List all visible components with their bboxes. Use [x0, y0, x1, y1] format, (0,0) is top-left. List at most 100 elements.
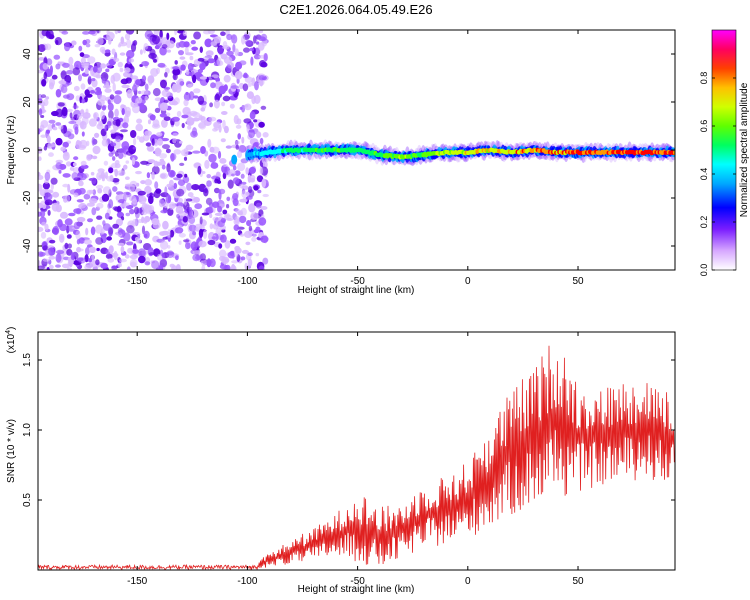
- noise-speckle: [246, 220, 252, 227]
- noise-speckle: [172, 66, 180, 70]
- noise-speckle: [247, 82, 252, 87]
- noise-speckle: [86, 189, 93, 195]
- noise-speckle: [90, 171, 95, 176]
- noise-speckle: [151, 138, 155, 146]
- noise-speckle: [218, 188, 226, 195]
- noise-speckle: [171, 116, 180, 122]
- noise-speckle: [48, 247, 55, 256]
- noise-speckle: [210, 162, 219, 169]
- noise-speckle: [131, 157, 136, 166]
- spectrogram-axes: -150 -100 -50 0 50 -40 -20 0 20 40: [22, 30, 675, 287]
- noise-speckle: [215, 77, 221, 83]
- noise-speckle: [211, 146, 220, 154]
- noise-speckle: [119, 67, 124, 73]
- noise-speckle: [52, 191, 60, 198]
- noise-speckle: [106, 62, 113, 69]
- noise-speckle: [161, 44, 168, 49]
- noise-speckle: [163, 116, 171, 121]
- noise-speckle: [260, 33, 268, 42]
- noise-speckle: [78, 141, 83, 145]
- noise-speckle: [114, 163, 121, 169]
- noise-speckle: [183, 41, 190, 48]
- noise-speckle: [114, 206, 122, 212]
- noise-speckle: [120, 245, 125, 254]
- noise-speckle: [159, 172, 168, 180]
- colorbar-scale: [711, 29, 737, 271]
- noise-speckle: [258, 42, 265, 51]
- noise-speckle: [201, 264, 206, 270]
- noise-speckle: [52, 126, 58, 131]
- noise-speckle: [104, 212, 110, 220]
- noise-speckle: [122, 122, 129, 129]
- noise-speckle: [57, 102, 65, 107]
- noise-speckle: [231, 264, 236, 270]
- noise-speckle: [206, 180, 212, 187]
- noise-speckle: [117, 242, 125, 246]
- noise-speckle: [45, 201, 50, 206]
- noise-speckle: [172, 68, 181, 76]
- noise-speckle: [119, 203, 125, 208]
- noise-speckle: [229, 103, 235, 109]
- noise-speckle: [177, 179, 186, 186]
- noise-speckle: [121, 84, 130, 89]
- noise-speckle: [44, 43, 52, 51]
- noise-speckle: [167, 40, 175, 49]
- noise-speckle: [255, 252, 260, 257]
- noise-speckle: [156, 132, 163, 137]
- noise-speckle: [141, 225, 146, 235]
- noise-speckle: [152, 88, 161, 97]
- noise-speckle: [153, 30, 160, 37]
- noise-speckle: [64, 218, 73, 226]
- noise-speckle: [207, 138, 212, 148]
- noise-speckle: [176, 173, 183, 178]
- noise-speckle: [147, 159, 156, 164]
- noise-speckle: [79, 52, 85, 57]
- noise-speckle: [162, 236, 168, 240]
- noise-speckle: [260, 206, 268, 210]
- noise-speckle: [69, 112, 73, 119]
- noise-speckle: [160, 79, 167, 89]
- noise-speckle: [179, 56, 186, 60]
- noise-speckle: [229, 250, 235, 256]
- noise-speckle: [229, 238, 237, 244]
- noise-speckle: [64, 42, 71, 52]
- noise-speckle: [208, 153, 217, 163]
- noise-speckle: [243, 47, 250, 53]
- x-tick-label: -50: [350, 276, 365, 287]
- noise-speckle: [204, 38, 213, 48]
- noise-speckle: [222, 95, 231, 102]
- noise-speckle: [156, 161, 162, 166]
- noise-speckle: [234, 140, 240, 145]
- noise-speckle: [165, 194, 172, 204]
- noise-speckle: [112, 72, 121, 82]
- noise-speckle: [84, 264, 92, 270]
- noise-speckle: [70, 252, 75, 261]
- noise-speckle: [78, 74, 82, 82]
- noise-speckle: [260, 61, 268, 68]
- noise-speckle: [97, 99, 105, 106]
- noise-speckle: [73, 123, 79, 131]
- noise-speckle: [236, 88, 240, 93]
- noise-speckle: [164, 186, 168, 196]
- noise-speckle: [101, 138, 108, 147]
- noise-speckle: [141, 61, 150, 67]
- noise-speckle: [61, 30, 69, 35]
- noise-speckle: [181, 114, 189, 119]
- noise-speckle: [223, 74, 231, 83]
- noise-speckle: [222, 45, 230, 50]
- noise-speckle: [173, 182, 178, 189]
- noise-speckle: [179, 162, 185, 166]
- noise-speckle: [232, 193, 239, 201]
- noise-speckle: [103, 160, 109, 166]
- noise-speckle: [95, 184, 104, 190]
- noise-speckle: [76, 246, 82, 253]
- noise-speckle: [76, 113, 83, 120]
- noise-speckle: [227, 179, 234, 189]
- noise-speckle: [85, 108, 89, 114]
- noise-speckle: [159, 102, 168, 111]
- noise-speckle: [58, 170, 62, 174]
- noise-speckle: [209, 223, 214, 230]
- noise-speckle: [233, 114, 239, 125]
- noise-speckle: [241, 190, 247, 198]
- noise-speckle: [129, 254, 138, 260]
